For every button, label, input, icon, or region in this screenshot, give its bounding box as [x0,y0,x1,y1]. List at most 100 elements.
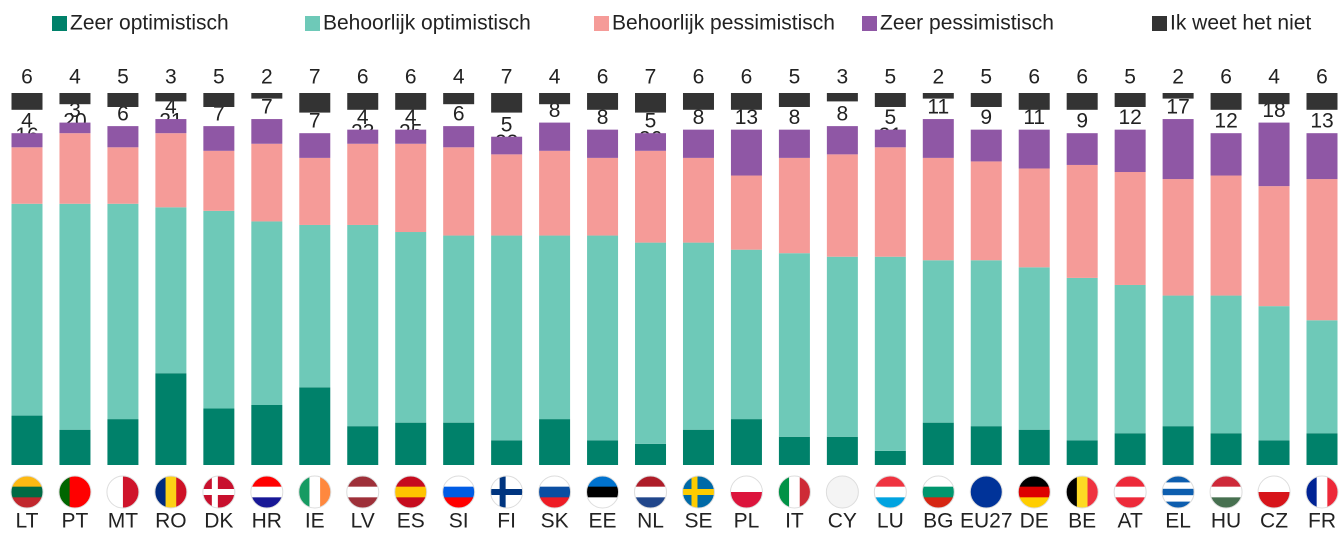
flag-outline [298,475,332,509]
bar-segment [922,260,954,423]
value-label: 7 [645,66,657,89]
value-label: 7 [501,66,513,89]
flag [1114,476,1147,508]
bar-segment [11,133,43,148]
bar-segment [1066,93,1098,110]
value-label: 4 [1268,66,1280,89]
value-label: 2 [261,66,273,89]
flag [1306,476,1338,508]
x-tick-label: EL [1165,510,1191,533]
flag-stripe [1162,495,1195,503]
value-label: 4 [357,106,369,129]
bar-segment [635,242,667,444]
flag-stripe [1210,486,1243,498]
bar-segment [443,147,475,236]
value-label: 3 [69,99,81,122]
value-label: 5 [501,113,513,136]
flag [682,476,715,508]
flag [730,476,763,508]
flag-stripe [778,476,790,508]
flag-stripe [1162,501,1195,508]
flag [1162,476,1195,508]
value-label: 6 [1220,66,1232,89]
bar-segment [1306,320,1338,434]
flag-outline [538,475,572,509]
x-tick-label: IE [305,510,325,533]
bar-segment [635,133,667,151]
value-label: 5 [789,66,801,89]
value-label: 11 [1023,106,1045,129]
flag-stripe [346,497,379,508]
flag-stripe [58,476,71,508]
flag-stripe [634,486,667,498]
bar-segment [155,93,187,102]
bar-segment [874,129,906,148]
value-label: 3 [837,66,849,89]
flag-stripe [789,476,801,508]
bar-segment [730,129,762,176]
flag-stripe [11,497,43,508]
bar-segment [107,203,139,420]
flag-stripe [874,476,907,488]
bar-segment [59,122,91,134]
flag-stripe [1066,476,1078,508]
flag-stripe [122,476,139,508]
bar-segment [778,93,810,107]
x-tick-label: BG [923,510,953,533]
bar-segment [922,119,954,158]
flag [970,476,1003,508]
x-tick-label: PL [734,510,760,533]
bar-segment [107,126,139,148]
bar-segment [443,235,475,423]
value-label: 3 [165,66,177,89]
flag-stripe [165,476,177,508]
flag-stripe [346,486,379,498]
bar-segment [59,429,91,465]
legend-swatch [305,16,320,31]
value-label: 6 [405,66,417,89]
bar-segment [635,443,667,465]
bar-segment [251,221,283,405]
value-label: 5 [884,106,896,129]
bar-segment [682,93,714,110]
bar-segment [203,210,235,409]
x-tick-label: LT [16,510,39,533]
bar-segment [1114,93,1146,107]
bar-segment [1114,284,1146,434]
x-tick-label: SK [541,510,569,533]
flag-stripe [1162,476,1195,483]
bar-segment [11,203,43,416]
flag-stripe [1018,497,1051,508]
flag-stripe [1210,497,1243,508]
x-tick-label: FR [1308,510,1336,533]
bar-segment [491,440,523,465]
flag-stripe [69,476,81,508]
legend-label: Behoorlijk pessimistisch [612,12,835,35]
bar-segment [587,93,619,110]
flag-stripe [442,497,475,508]
x-tick-label: LV [351,510,375,533]
bar-segment [635,150,667,243]
bar-segment [155,119,187,134]
bar-segment [203,150,235,211]
bar-segment [539,93,571,105]
bar-segment [682,429,714,465]
flag-stripe [250,476,283,488]
bar-segment [395,143,427,233]
bar-segment [1066,164,1098,278]
value-label: 13 [735,106,758,129]
flag-stripe [320,476,331,508]
flag-cross [211,476,218,508]
flag [1066,476,1099,508]
bar-segment [1162,93,1194,99]
x-tick-label: PT [62,510,89,533]
value-label: 7 [213,103,225,126]
bar-segment [730,93,762,110]
bar-segment [491,235,523,441]
bar-segment [874,93,906,107]
flag-stripe [1210,476,1243,488]
bar-segment [155,207,187,374]
flag-outline [825,475,859,509]
legend-label: Ik weet het niet [1170,12,1311,35]
bar-segment [587,129,619,158]
